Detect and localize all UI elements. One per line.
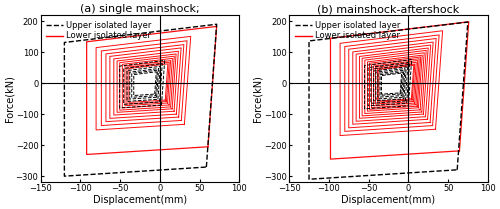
Y-axis label: Force(kN): Force(kN) (253, 75, 263, 122)
Title: (a) single mainshock;: (a) single mainshock; (80, 4, 200, 14)
X-axis label: Displacement(mm): Displacement(mm) (93, 195, 187, 205)
Legend: Upper isolated layer, Lower isolated layer: Upper isolated layer, Lower isolated lay… (44, 19, 154, 42)
Y-axis label: Force(kN): Force(kN) (4, 75, 14, 122)
X-axis label: Displacement(mm): Displacement(mm) (342, 195, 436, 205)
Legend: Upper isolated layer, Lower isolated layer: Upper isolated layer, Lower isolated lay… (294, 19, 402, 42)
Title: (b) mainshock-aftershock: (b) mainshock-aftershock (318, 4, 460, 14)
